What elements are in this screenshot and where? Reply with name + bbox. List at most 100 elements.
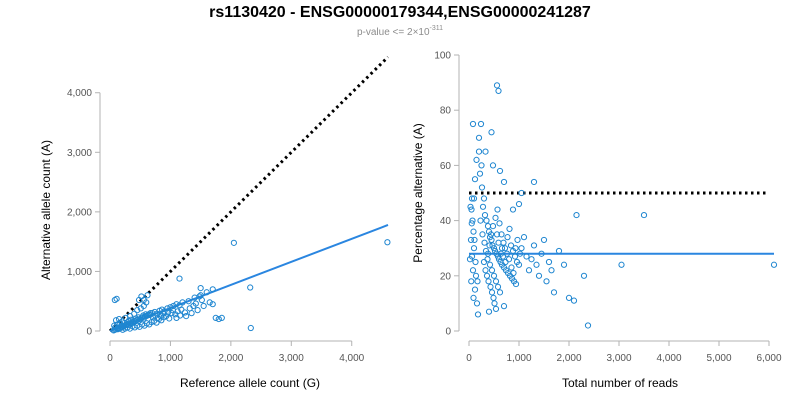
left-data-point xyxy=(200,302,207,310)
left-y-tick-label: 4,000 xyxy=(67,88,92,99)
left-data-point xyxy=(215,315,222,323)
right-data-point xyxy=(502,258,509,266)
left-y-axis-label: Alternative allele count (A) xyxy=(39,140,53,280)
right-data-point xyxy=(470,294,477,301)
right-data-point xyxy=(470,195,478,202)
right-data-point xyxy=(471,286,479,293)
right-points xyxy=(466,82,778,329)
left-y-tick-label: 0 xyxy=(86,327,92,338)
right-axes: 0 1,000 2,000 3,000 4,000 5,000 6,000 0 20 40 60 80… xyxy=(434,51,782,365)
right-data-point xyxy=(492,305,500,313)
right-data-point xyxy=(538,250,545,257)
right-data-point xyxy=(478,184,486,191)
right-data-point xyxy=(640,211,648,219)
left-data-point xyxy=(166,315,173,322)
right-x-tick-label: 6,000 xyxy=(756,353,781,364)
left-data-point xyxy=(197,285,204,292)
left-data-point xyxy=(113,295,120,302)
right-data-point xyxy=(509,206,517,213)
right-data-point xyxy=(473,300,481,307)
left-data-point xyxy=(212,314,219,321)
left-reference-line-path xyxy=(108,55,390,333)
right-y-tick-label: 20 xyxy=(440,271,452,282)
subtitle-base: 10 xyxy=(418,27,430,38)
right-data-point xyxy=(491,300,498,307)
right-x-tick-label: 3,000 xyxy=(606,353,631,364)
right-data-point xyxy=(496,289,504,296)
right-data-point xyxy=(474,278,481,285)
right-y-tick-label: 80 xyxy=(440,106,452,117)
left-data-point xyxy=(230,239,237,246)
right-data-point xyxy=(490,245,498,252)
left-x-tick-label: 2,000 xyxy=(218,353,243,364)
right-x-axis-label: Total number of reads xyxy=(562,376,678,390)
right-data-point xyxy=(481,239,488,246)
right-data-point xyxy=(543,278,550,285)
right-data-point xyxy=(584,322,592,329)
right-data-point xyxy=(477,120,485,128)
chart-title: rs1130420 - ENSG00000179344,ENSG00000241… xyxy=(209,4,591,21)
right-data-point xyxy=(480,195,488,202)
right-data-point xyxy=(530,242,538,249)
right-data-point xyxy=(515,200,523,208)
right-data-point xyxy=(488,129,495,136)
right-data-point xyxy=(485,278,492,285)
left-data-point xyxy=(173,301,180,308)
left-x-tick-label: 3,000 xyxy=(279,353,304,364)
right-data-point xyxy=(477,217,484,224)
percentage-alternative-scatter: 0 1,000 2,000 3,000 4,000 5,000 6,000 0 20 40 60 80… xyxy=(411,51,782,391)
right-data-point xyxy=(485,308,493,315)
right-data-point xyxy=(510,269,517,277)
right-data-point xyxy=(512,280,520,288)
chart-subtitle: p-value <= 2×10-311 xyxy=(357,25,443,38)
left-axes: 0 1,000 2,000 3,000 4,000 0 1,000 2,000 3,000 4,0… xyxy=(67,88,365,364)
right-data-point xyxy=(500,303,508,310)
subtitle-prefix: p-value <= 2 xyxy=(357,27,413,38)
right-data-point xyxy=(479,203,487,210)
right-data-point xyxy=(466,256,474,263)
left-data-point xyxy=(169,307,176,314)
right-y-tick-label: 100 xyxy=(434,51,451,62)
left-points xyxy=(110,239,391,334)
right-data-point xyxy=(468,195,476,202)
left-x-tick-label: 4,000 xyxy=(339,353,364,364)
right-data-point xyxy=(484,256,491,263)
right-data-point xyxy=(505,256,513,263)
right-data-point xyxy=(478,162,485,169)
subtitle-exponent: -311 xyxy=(430,25,444,32)
left-data-point xyxy=(192,300,199,307)
left-data-point xyxy=(209,286,216,293)
right-data-point xyxy=(516,250,524,257)
left-data-point xyxy=(198,296,205,304)
right-data-point xyxy=(484,223,492,230)
left-data-point xyxy=(206,299,213,306)
right-data-point xyxy=(535,272,543,279)
right-y-tick-label: 0 xyxy=(445,327,451,338)
right-data-point xyxy=(492,278,500,285)
right-data-point xyxy=(770,261,778,268)
right-y-tick-label: 60 xyxy=(440,161,452,172)
right-data-point xyxy=(496,167,504,175)
right-data-point xyxy=(471,236,478,244)
right-data-point xyxy=(508,264,515,271)
right-x-tick-label: 2,000 xyxy=(556,353,581,364)
right-data-point xyxy=(515,261,523,268)
left-data-point xyxy=(114,321,121,328)
right-data-point xyxy=(470,228,477,235)
left-y-tick-label: 1,000 xyxy=(67,267,92,278)
right-data-point xyxy=(472,272,480,279)
left-x-axis-label: Reference allele count (G) xyxy=(180,376,320,390)
right-data-point xyxy=(469,217,476,224)
right-data-point xyxy=(468,220,475,227)
left-data-point xyxy=(247,324,254,332)
left-data-point xyxy=(188,310,195,317)
right-data-point xyxy=(493,231,501,238)
right-data-point xyxy=(486,261,494,268)
right-data-point xyxy=(467,236,475,244)
right-data-point xyxy=(570,297,578,304)
right-data-point xyxy=(533,261,540,268)
right-data-point xyxy=(499,253,507,260)
right-data-point xyxy=(473,156,480,163)
right-data-point xyxy=(489,162,497,169)
left-data-point xyxy=(384,239,391,246)
